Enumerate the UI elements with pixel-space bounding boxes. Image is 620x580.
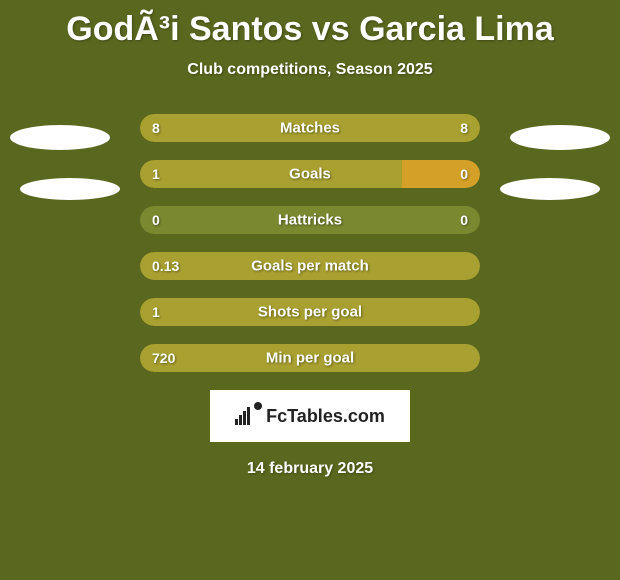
stat-value-right: 8 bbox=[460, 120, 468, 136]
stat-value-left: 0.13 bbox=[152, 258, 179, 274]
stat-value-right: 0 bbox=[460, 212, 468, 228]
fctables-logo-box: FcTables.com bbox=[210, 390, 410, 442]
stat-value-left: 1 bbox=[152, 166, 160, 182]
stat-row-spg: 1 Shots per goal bbox=[140, 298, 480, 326]
stat-value-right: 0 bbox=[460, 166, 468, 182]
player-photo-right-mid bbox=[500, 178, 600, 200]
ball-icon bbox=[254, 402, 262, 410]
stat-value-left: 0 bbox=[152, 212, 160, 228]
comparison-date: 14 february 2025 bbox=[0, 460, 620, 478]
player-photo-left-top bbox=[10, 125, 110, 150]
stat-label: Shots per goal bbox=[258, 304, 362, 321]
chart-icon bbox=[235, 407, 250, 425]
bar-left bbox=[140, 160, 402, 188]
stat-label: Hattricks bbox=[278, 212, 342, 229]
player-photo-right-top bbox=[510, 125, 610, 150]
comparison-subtitle: Club competitions, Season 2025 bbox=[0, 61, 620, 79]
bar-right bbox=[402, 160, 480, 188]
stat-label: Goals per match bbox=[251, 258, 369, 275]
stat-value-left: 720 bbox=[152, 350, 175, 366]
stat-value-left: 1 bbox=[152, 304, 160, 320]
stat-label: Matches bbox=[280, 120, 340, 137]
stat-row-matches: 8 Matches 8 bbox=[140, 114, 480, 142]
stat-row-goals: 1 Goals 0 bbox=[140, 160, 480, 188]
player-photo-left-mid bbox=[20, 178, 120, 200]
fctables-logo: FcTables.com bbox=[235, 406, 385, 427]
stat-row-gpm: 0.13 Goals per match bbox=[140, 252, 480, 280]
stat-value-left: 8 bbox=[152, 120, 160, 136]
fctables-text: FcTables.com bbox=[266, 406, 385, 427]
stat-label: Min per goal bbox=[266, 350, 354, 367]
comparison-title: GodÃ³i Santos vs Garcia Lima bbox=[0, 0, 620, 49]
stat-row-hattricks: 0 Hattricks 0 bbox=[140, 206, 480, 234]
stat-row-mpg: 720 Min per goal bbox=[140, 344, 480, 372]
stats-container: 8 Matches 8 1 Goals 0 0 Hattricks 0 0.13… bbox=[0, 114, 620, 372]
stat-label: Goals bbox=[289, 166, 331, 183]
